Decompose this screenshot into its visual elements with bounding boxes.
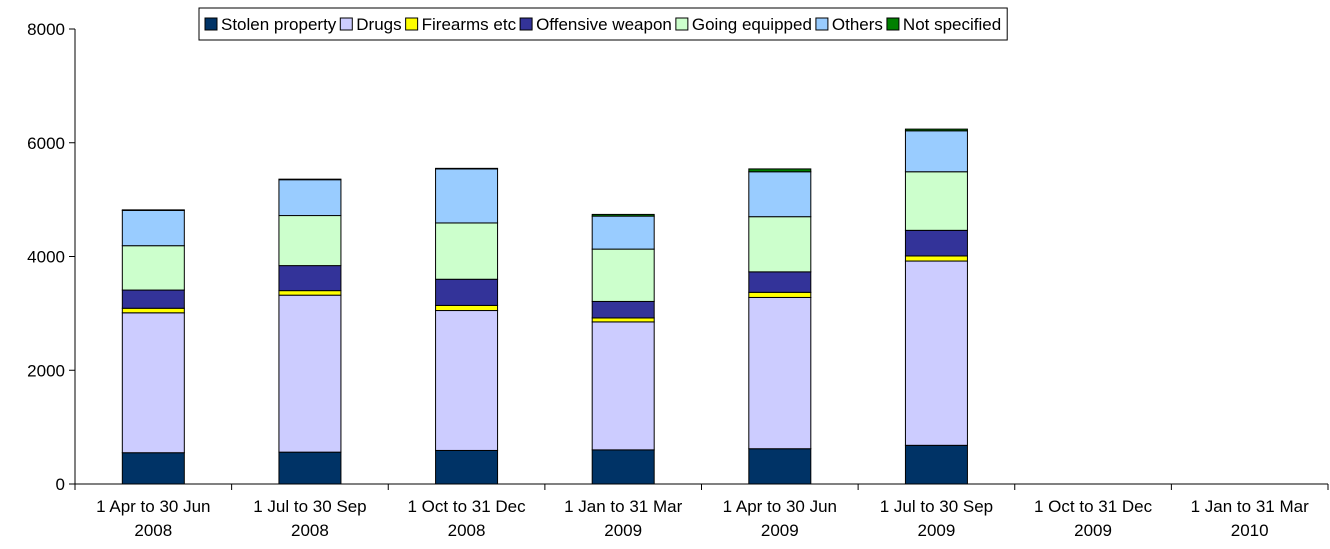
x-category-label: 1 Apr to 30 Jun 2008 [96, 497, 210, 540]
bar-segment-offensive-weapon [591, 300, 655, 319]
legend-label: Going equipped [692, 15, 812, 34]
legend-swatch [675, 17, 689, 31]
bar-segment-others [591, 215, 655, 250]
bar-segment-firearms-etc [904, 255, 968, 262]
bar-segment-others [904, 130, 968, 173]
bar-segment-stolen-property [121, 452, 185, 485]
bar-segment-going-equipped [591, 248, 655, 302]
legend-label: Offensive weapon [536, 15, 672, 34]
bar-segment-drugs [278, 294, 342, 453]
bar-segment-offensive-weapon [748, 271, 812, 293]
bar-segment-not-specified [121, 209, 185, 211]
bar-segment-going-equipped [435, 222, 499, 280]
x-category-label: 1 Oct to 31 Dec 2009 [1034, 497, 1153, 540]
bar-segment-drugs [748, 296, 812, 450]
legend-swatch [204, 17, 218, 31]
y-axis: 0 2000 4000 6000 8000 [27, 20, 76, 494]
x-category-label: 1 Oct to 31 Dec 2008 [408, 497, 527, 540]
bar-segment-not-specified [748, 168, 812, 173]
bar-segment-others [121, 209, 185, 247]
bar-segment-going-equipped [121, 245, 185, 291]
x-axis: 1 Apr to 30 Jun 2008 1 Jul to 30 Sep 2008 1 … [74, 483, 1329, 540]
bar-segment-not-specified [278, 178, 342, 181]
x-category-label: 1 Apr to 30 Jun 2009 [723, 497, 837, 540]
x-category-label: 1 Jan to 31 Mar 2009 [564, 497, 682, 540]
bar-segment-others [435, 168, 499, 224]
bar-segment-firearms-etc [435, 304, 499, 312]
legend-label: Stolen property [221, 15, 337, 34]
legend-swatch [886, 17, 900, 31]
bar-segment-drugs [904, 260, 968, 446]
bar-segment-stolen-property [435, 449, 499, 485]
y-tick-label: 2000 [27, 361, 65, 380]
bar-segment-firearms-etc [591, 317, 655, 323]
y-tick-label: 8000 [27, 20, 65, 39]
bar-segment-drugs [435, 310, 499, 451]
legend-swatch [405, 17, 419, 31]
bar-segment-stolen-property [591, 449, 655, 485]
bar-segment-offensive-weapon [278, 265, 342, 292]
bar-segment-not-specified [591, 213, 655, 217]
bar-segment-firearms-etc [121, 307, 185, 314]
bar-segment-offensive-weapon [121, 289, 185, 309]
bar-segment-stolen-property [278, 451, 342, 485]
bar-segment-drugs [121, 312, 185, 454]
bar-segment-going-equipped [748, 216, 812, 273]
bar-segment-stolen-property [904, 444, 968, 485]
legend: Stolen property Drugs Firearms etc Offensiv… [198, 7, 1008, 41]
legend-label: Firearms etc [422, 15, 517, 34]
bar-segment-offensive-weapon [904, 229, 968, 257]
bar-segment-not-specified [435, 167, 499, 170]
bar-segment-going-equipped [278, 215, 342, 267]
legend-swatch [815, 17, 829, 31]
legend-label: Others [832, 15, 883, 34]
y-tick-label: 6000 [27, 134, 65, 153]
bar-segment-going-equipped [904, 171, 968, 231]
x-category-label: 1 Jul to 30 Sep 2008 [253, 497, 366, 540]
bar-segment-firearms-etc [278, 290, 342, 296]
x-category-label: 1 Jul to 30 Sep 2009 [880, 497, 993, 540]
bar-segment-not-specified [904, 128, 968, 132]
bar-segment-others [278, 179, 342, 217]
bar-segment-offensive-weapon [435, 278, 499, 306]
legend-swatch [519, 17, 533, 31]
legend-box [198, 7, 1008, 41]
y-tick-label: 4000 [27, 248, 65, 267]
bars [121, 128, 968, 485]
bar-segment-firearms-etc [748, 291, 812, 298]
y-tick-label: 0 [56, 475, 65, 494]
bar-segment-others [748, 171, 812, 218]
bar-segment-stolen-property [748, 448, 812, 485]
legend-swatch [339, 17, 353, 31]
legend-label: Not specified [903, 15, 1001, 34]
legend-label: Drugs [356, 15, 401, 34]
bar-segment-drugs [591, 321, 655, 451]
x-category-label: 1 Jan to 31 Mar 2010 [1191, 497, 1309, 540]
